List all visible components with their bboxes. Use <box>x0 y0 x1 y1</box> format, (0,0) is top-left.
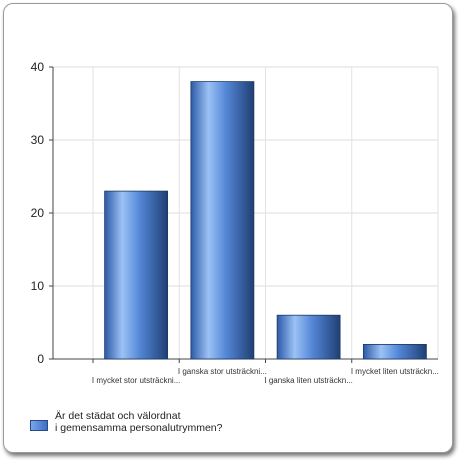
legend-swatch <box>30 420 48 431</box>
y-tick-label-20: 20 <box>31 206 45 220</box>
x-category-label-2: I ganska stor utsträckni... <box>178 367 267 376</box>
y-tick-labels: 0 10 20 30 40 <box>31 60 45 366</box>
bars <box>104 81 427 360</box>
bar-1 <box>104 190 169 360</box>
y-tick-label-40: 40 <box>31 60 45 74</box>
bar-4 <box>362 343 427 360</box>
y-tick-label-30: 30 <box>31 133 45 147</box>
legend-label-line-2: i gemensamma personalutrymmen? <box>55 422 223 434</box>
bar-2 <box>190 81 255 360</box>
x-category-labels: I mycket stor utsträckni...I ganska stor… <box>92 367 439 385</box>
legend-label: Är det städat och välordnat i gemensamma… <box>55 410 223 434</box>
legend-label-line-1: Är det städat och välordnat <box>55 410 181 422</box>
y-tick-label-0: 0 <box>37 352 44 366</box>
chart-frame: 0 10 20 30 40 I mycket stor utsträckni... I g… <box>3 3 453 453</box>
x-category-label-1: I mycket stor utsträckni... <box>92 376 180 385</box>
legend: Är det städat och välordnat i gemensamma… <box>30 410 223 434</box>
y-tick-label-10: 10 <box>31 279 45 293</box>
x-category-label-3: I ganska liten utsträckn... <box>264 376 353 385</box>
x-category-label-4: I mycket liten utsträckn... <box>351 367 439 376</box>
bar-3 <box>276 314 341 360</box>
